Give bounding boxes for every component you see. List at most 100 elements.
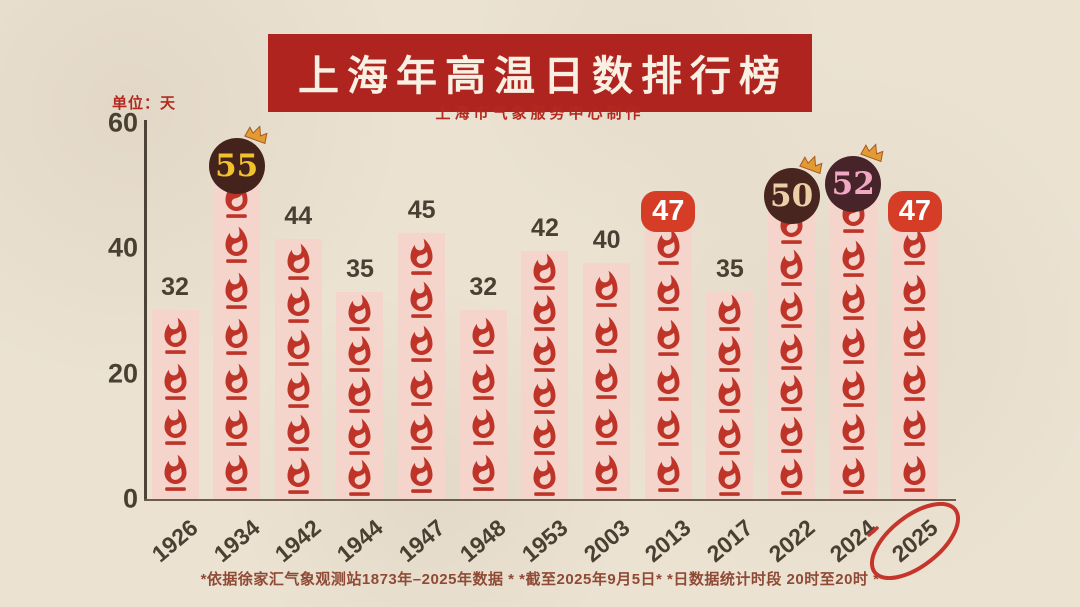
value-label-2003: 40 bbox=[592, 226, 621, 254]
flame-icon bbox=[533, 253, 556, 291]
flame-icon bbox=[657, 410, 680, 447]
flame-icon bbox=[718, 459, 741, 496]
flame-icon bbox=[225, 318, 248, 355]
flame-icon bbox=[348, 377, 371, 414]
flame-icon bbox=[287, 414, 310, 452]
flame-icon bbox=[903, 228, 926, 266]
bar-2024 bbox=[829, 192, 877, 499]
flame-icon bbox=[348, 418, 371, 455]
flame-icon bbox=[903, 319, 926, 356]
flame-icon bbox=[657, 274, 680, 311]
flame-icon bbox=[287, 457, 310, 494]
flame-icon bbox=[657, 364, 680, 401]
bar-2017 bbox=[706, 292, 754, 499]
value-label-1942: 44 bbox=[284, 202, 313, 230]
flame-icon bbox=[595, 270, 618, 307]
value-label-1948: 32 bbox=[469, 273, 498, 301]
flame-icon bbox=[718, 335, 741, 373]
flame-icon bbox=[780, 291, 803, 328]
flame-icon bbox=[903, 455, 926, 492]
footnote: *依据徐家汇气象观测站1873年–2025年数据 * *截至2025年9月5日*… bbox=[200, 571, 880, 588]
page-title: 上海年高温日数排行榜 bbox=[268, 34, 812, 112]
crown-icon bbox=[860, 143, 884, 163]
x-tick-label-2017: 2017 bbox=[701, 514, 758, 568]
flame-icon bbox=[718, 418, 741, 455]
bar-1926 bbox=[151, 310, 199, 499]
y-tick-label: 20 bbox=[107, 358, 138, 389]
x-tick-label-1948: 1948 bbox=[455, 514, 511, 568]
rank-badge-2022: 50 bbox=[763, 155, 823, 224]
flame-icon bbox=[842, 413, 865, 451]
y-tick-label: 0 bbox=[122, 483, 138, 514]
flame-icon bbox=[287, 329, 310, 366]
flame-icon bbox=[287, 286, 310, 323]
flame-icon bbox=[348, 459, 371, 496]
flame-icon bbox=[903, 274, 926, 311]
bar-1948 bbox=[459, 310, 507, 499]
flame-icon bbox=[287, 243, 310, 280]
flame-icon bbox=[472, 409, 495, 446]
x-tick-label-1944: 1944 bbox=[331, 514, 388, 568]
flame-icon bbox=[287, 372, 310, 409]
flame-icon bbox=[225, 455, 248, 492]
flame-icon bbox=[472, 363, 495, 400]
flame-icon bbox=[348, 335, 371, 373]
subtitle-credit: 上海市气象服务中心制作 bbox=[435, 105, 645, 122]
rank-badge-1934: 55 bbox=[208, 125, 268, 194]
x-tick-label-2013: 2013 bbox=[639, 514, 696, 568]
flame-icon bbox=[533, 377, 556, 414]
x-tick-label-1942: 1942 bbox=[270, 514, 326, 568]
flame-icon bbox=[225, 226, 248, 264]
flame-icon bbox=[225, 272, 248, 309]
y-tick-label: 40 bbox=[107, 232, 138, 263]
x-tick-label-2003: 2003 bbox=[578, 514, 635, 568]
x-tick-label-1953: 1953 bbox=[516, 514, 573, 568]
flame-icon bbox=[410, 238, 433, 275]
flame-icon bbox=[164, 409, 186, 446]
bar-1942 bbox=[274, 239, 322, 499]
bar-2022 bbox=[768, 204, 816, 499]
flame-icon bbox=[595, 316, 618, 353]
flame-icon bbox=[472, 317, 495, 354]
value-badge-2025: 47 bbox=[887, 191, 942, 232]
flame-icon bbox=[657, 228, 680, 266]
flame-icon bbox=[410, 413, 433, 450]
value-label-1944: 35 bbox=[346, 255, 374, 283]
flame-icon bbox=[533, 294, 556, 332]
flame-icon bbox=[903, 410, 926, 447]
flame-icon bbox=[164, 317, 186, 354]
flame-icon bbox=[410, 369, 433, 406]
bar-2013 bbox=[644, 222, 692, 499]
x-axis-line bbox=[144, 499, 956, 501]
x-tick-label-1934: 1934 bbox=[208, 514, 265, 568]
flame-icon bbox=[533, 418, 556, 455]
bar-2003 bbox=[583, 263, 631, 499]
flame-icon bbox=[718, 377, 741, 414]
bar-1934 bbox=[213, 174, 261, 499]
flame-icon bbox=[410, 282, 433, 319]
y-axis-line bbox=[144, 120, 147, 501]
flame-icon bbox=[595, 362, 618, 399]
flame-icon bbox=[595, 454, 618, 491]
flame-icon bbox=[348, 294, 371, 332]
flame-icon bbox=[472, 454, 495, 492]
flame-icon bbox=[410, 456, 433, 494]
crown-icon bbox=[243, 125, 268, 145]
y-tick-label: 60 bbox=[107, 107, 138, 138]
crown-icon bbox=[798, 155, 823, 175]
value-label-2017: 35 bbox=[716, 255, 744, 283]
flame-icon bbox=[533, 459, 556, 496]
flame-icon bbox=[842, 370, 865, 407]
flame-icon bbox=[780, 458, 803, 495]
flame-icon bbox=[842, 327, 865, 364]
rank-badge-2024: 52 bbox=[825, 143, 884, 212]
value-badge-2013: 47 bbox=[641, 191, 696, 232]
bar-1953 bbox=[521, 251, 569, 499]
flame-icon bbox=[225, 363, 248, 400]
flame-icon bbox=[718, 294, 741, 332]
flame-icon bbox=[903, 364, 926, 401]
flame-icon bbox=[780, 249, 803, 286]
flame-icon bbox=[657, 319, 680, 356]
value-label-1926: 32 bbox=[161, 273, 189, 301]
